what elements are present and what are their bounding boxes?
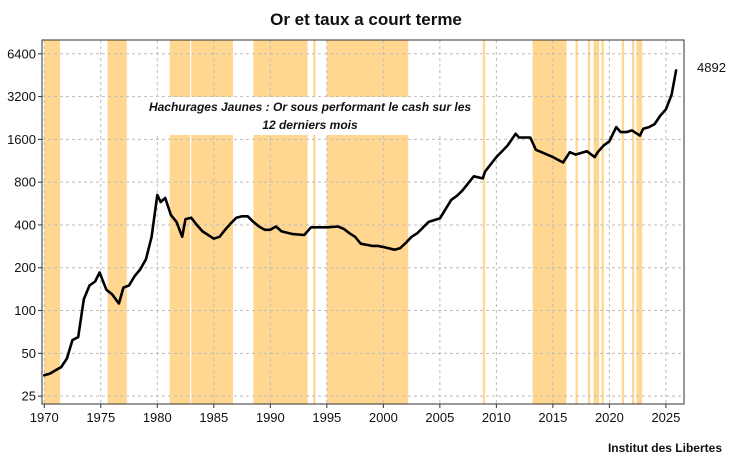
annotation-line-2: 12 derniers mois bbox=[262, 118, 358, 132]
x-tick-label-9: 2015 bbox=[538, 410, 567, 425]
y-tick-label-3: 200 bbox=[14, 260, 36, 275]
y-tick-label-6: 1600 bbox=[7, 132, 36, 147]
shaded-period-13 bbox=[621, 40, 625, 404]
y-tick-label-0: 25 bbox=[22, 389, 36, 404]
y-tick-label-5: 800 bbox=[14, 175, 36, 190]
x-tick-label-7: 2005 bbox=[425, 410, 454, 425]
shaded-period-12 bbox=[601, 40, 604, 404]
x-tick-label-1: 1975 bbox=[86, 410, 115, 425]
chart-title: Or et taux a court terme bbox=[270, 10, 462, 29]
shaded-period-8 bbox=[532, 40, 567, 404]
plot-frame bbox=[41, 39, 685, 405]
shaded-period-11 bbox=[593, 40, 600, 404]
annotation-box: Hachurages Jaunes : Or sous performant l… bbox=[148, 97, 473, 135]
shaded-period-14 bbox=[632, 40, 635, 404]
shaded-period-3 bbox=[191, 40, 234, 404]
x-tick-label-10: 2020 bbox=[595, 410, 624, 425]
x-tick-label-5: 1995 bbox=[312, 410, 341, 425]
x-tick-label-6: 2000 bbox=[369, 410, 398, 425]
shaded-period-1 bbox=[107, 40, 127, 404]
shaded-period-0 bbox=[44, 40, 61, 404]
gold-price-line bbox=[43, 69, 678, 377]
x-axis-ticks: 1970 1975 1980 1985 1990 1995 2000 2005 2010 2015… bbox=[30, 404, 680, 425]
source-label: Institut des Libertes bbox=[608, 441, 722, 455]
shaded-period-9 bbox=[575, 40, 578, 404]
y-tick-label-2: 100 bbox=[14, 303, 36, 318]
x-tick-label-11: 2025 bbox=[651, 410, 680, 425]
shaded-period-6 bbox=[326, 40, 409, 404]
x-tick-label-2: 1980 bbox=[143, 410, 172, 425]
y-tick-label-4: 400 bbox=[14, 217, 36, 232]
y-tick-label-1: 50 bbox=[22, 346, 36, 361]
shaded-period-10 bbox=[587, 40, 591, 404]
x-tick-label-0: 1970 bbox=[30, 410, 59, 425]
y-tick-label-8: 6400 bbox=[7, 46, 36, 61]
shaded-period-15 bbox=[636, 40, 643, 404]
last-value-label: 4892 bbox=[697, 60, 726, 75]
annotation-line-1: Hachurages Jaunes : Or sous performant l… bbox=[149, 100, 471, 114]
y-tick-label-7: 3200 bbox=[7, 89, 36, 104]
x-tick-label-4: 1990 bbox=[256, 410, 285, 425]
shaded-period-5 bbox=[313, 40, 316, 404]
x-tick-label-8: 2010 bbox=[482, 410, 511, 425]
shaded-period-4 bbox=[253, 40, 308, 404]
y-axis-ticks: 25 50 100 200 400 800 1600 3200 6400 bbox=[7, 46, 42, 404]
x-tick-label-3: 1985 bbox=[199, 410, 228, 425]
shaded-period-7 bbox=[482, 40, 486, 404]
shaded-period-2 bbox=[169, 40, 191, 404]
